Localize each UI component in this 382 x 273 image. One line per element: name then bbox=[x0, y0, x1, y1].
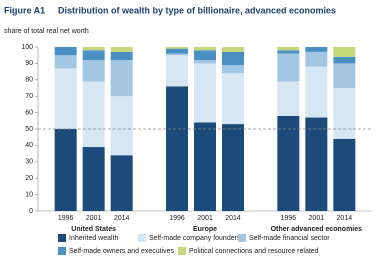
bar-segment bbox=[82, 50, 105, 61]
bar-segment bbox=[194, 60, 216, 64]
legend-label: Self-made owners and executives bbox=[69, 248, 175, 255]
legend-label: Self-made company founders bbox=[149, 235, 241, 242]
y-tick-label: 10 bbox=[25, 191, 33, 198]
bar-segment bbox=[333, 47, 356, 57]
bar-segment bbox=[194, 50, 216, 61]
x-tick-label: 2001 bbox=[86, 215, 102, 222]
bar-segment bbox=[54, 68, 77, 129]
bar-segment bbox=[82, 47, 105, 51]
legend-swatch bbox=[58, 247, 66, 255]
group-label: Other advanced economies bbox=[271, 226, 363, 233]
bar-segment bbox=[222, 47, 244, 52]
bar-segment bbox=[82, 147, 105, 211]
x-tick-label: 2001 bbox=[197, 215, 213, 222]
figure-label: Figure A1 bbox=[4, 5, 45, 15]
bar-segment bbox=[222, 65, 244, 74]
y-tick-label: 40 bbox=[25, 142, 33, 149]
y-tick-label: 90 bbox=[25, 60, 33, 67]
bar-segment bbox=[166, 55, 188, 87]
bar-segment bbox=[54, 129, 77, 211]
legend-label: Political connections and resource relat… bbox=[189, 248, 319, 255]
bar-segment bbox=[277, 47, 300, 51]
y-tick-label: 80 bbox=[25, 77, 33, 84]
bar-segment bbox=[305, 51, 328, 67]
bar-segment bbox=[194, 63, 216, 123]
bar-segment bbox=[54, 47, 77, 56]
bar-segment bbox=[110, 96, 133, 156]
group-label: United States bbox=[71, 226, 116, 233]
group-label: Europe bbox=[193, 226, 217, 233]
bar-segment bbox=[333, 88, 356, 139]
legend-swatch bbox=[178, 247, 186, 255]
y-tick-label: 70 bbox=[25, 93, 33, 100]
bar-segment bbox=[194, 47, 216, 51]
bar-segment bbox=[82, 81, 105, 148]
bar-segment bbox=[305, 66, 328, 118]
bar-segment bbox=[166, 47, 188, 49]
legend-swatch bbox=[138, 234, 146, 242]
y-tick-label: 30 bbox=[25, 159, 33, 166]
bar-segment bbox=[222, 51, 244, 66]
bar-segment bbox=[305, 47, 328, 52]
bar-segment bbox=[166, 48, 188, 54]
bar-segment bbox=[277, 81, 300, 116]
bar-segment bbox=[166, 53, 188, 56]
x-tick-label: 2001 bbox=[309, 215, 325, 222]
y-tick-label: 100 bbox=[21, 44, 33, 51]
x-tick-label: 2014 bbox=[225, 215, 241, 222]
bar-segment bbox=[110, 60, 133, 97]
y-axis-label: share of total real net worth bbox=[4, 28, 89, 35]
legend-swatch bbox=[58, 234, 66, 242]
y-tick-label: 50 bbox=[25, 126, 33, 133]
x-tick-label: 2014 bbox=[337, 215, 353, 222]
y-tick-label: 0 bbox=[29, 208, 33, 215]
chart-title: Distribution of wealth by type of billio… bbox=[58, 5, 336, 15]
y-tick-label: 20 bbox=[25, 175, 33, 182]
x-tick-label: 1996 bbox=[169, 215, 185, 222]
bar-segment bbox=[333, 138, 356, 211]
bar-segment bbox=[82, 60, 105, 82]
bar-segment bbox=[305, 117, 328, 211]
bar-segment bbox=[333, 63, 356, 88]
bar-segment bbox=[194, 122, 216, 211]
bar-segment bbox=[333, 56, 356, 64]
y-tick-label: 60 bbox=[25, 109, 33, 116]
legend-swatch bbox=[238, 234, 246, 242]
x-tick-label: 1996 bbox=[281, 215, 297, 222]
bar-segment bbox=[110, 51, 133, 61]
bar-segment bbox=[166, 86, 188, 211]
x-tick-label: 1996 bbox=[58, 215, 74, 222]
bar-segment bbox=[54, 55, 77, 69]
legend-label: Self-made financial sector bbox=[249, 235, 330, 242]
bar-segment bbox=[110, 155, 133, 211]
legend-label: Inherited wealth bbox=[69, 235, 119, 242]
bar-segment bbox=[110, 47, 133, 52]
bar-segment bbox=[277, 50, 300, 54]
bar-segment bbox=[277, 53, 300, 82]
bar-segment bbox=[222, 73, 244, 125]
x-tick-label: 2014 bbox=[114, 215, 130, 222]
bar-segment bbox=[277, 115, 300, 211]
bar-segment bbox=[222, 124, 244, 211]
